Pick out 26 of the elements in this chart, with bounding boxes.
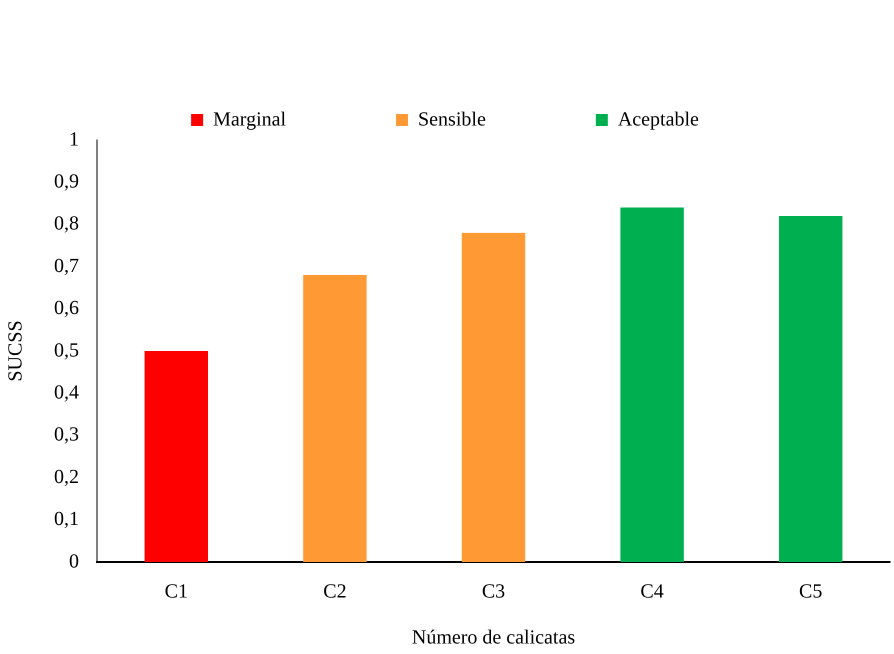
bar bbox=[303, 275, 367, 562]
y-tick-label: 0,2 bbox=[54, 466, 79, 488]
x-tick-label: C2 bbox=[323, 580, 347, 602]
bar bbox=[620, 208, 684, 562]
y-tick-label: 1 bbox=[69, 128, 79, 150]
bar bbox=[778, 216, 842, 562]
legend-label: Marginal bbox=[213, 108, 286, 130]
y-tick-label: 0,7 bbox=[54, 254, 79, 277]
y-tick-label: 0,8 bbox=[54, 212, 79, 235]
y-tick-label: 0 bbox=[69, 550, 79, 572]
y-tick-label: 0,6 bbox=[54, 297, 79, 320]
y-tick-label: 0,1 bbox=[54, 508, 79, 530]
y-tick-label: 0,9 bbox=[54, 170, 79, 192]
x-tick-label: C5 bbox=[799, 580, 822, 602]
bar bbox=[462, 232, 526, 562]
x-tick-label: C1 bbox=[164, 580, 188, 602]
y-tick-label: 0,3 bbox=[54, 424, 79, 446]
y-axis-title: SUCSS bbox=[4, 320, 26, 382]
x-tick-label: C4 bbox=[640, 580, 664, 602]
x-tick-label: C3 bbox=[482, 580, 506, 602]
y-tick-label: 0,5 bbox=[54, 339, 79, 362]
x-axis-title: Número de calicatas bbox=[412, 626, 576, 648]
y-tick-label: 0,4 bbox=[54, 381, 79, 404]
legend-label: Aceptable bbox=[618, 108, 700, 130]
bar bbox=[144, 351, 208, 562]
legend-label: Sensible bbox=[418, 108, 486, 130]
